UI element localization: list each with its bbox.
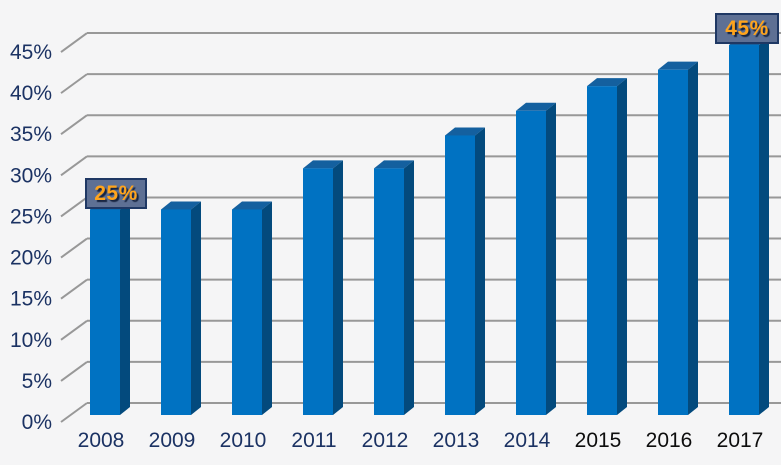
y-tick-diagonal — [60, 402, 88, 423]
bar-top-2011 — [303, 160, 343, 169]
bar-top-2013 — [445, 127, 485, 136]
x-axis-label-2012: 2012 — [362, 429, 409, 452]
y-axis-label: 25% — [10, 205, 52, 228]
y-tick-diagonal — [60, 73, 88, 94]
y-axis-label: 0% — [22, 411, 52, 434]
x-axis-label-2010: 2010 — [220, 429, 267, 452]
bar-2008 — [90, 209, 120, 415]
y-axis-label: 40% — [10, 82, 52, 105]
x-axis-label-2015: 2015 — [575, 429, 622, 452]
bar-2011 — [303, 168, 333, 415]
bar-top-2016 — [658, 61, 698, 70]
bar-side-2017 — [759, 37, 769, 415]
y-tick-diagonal — [60, 155, 88, 177]
bar-2015 — [587, 86, 617, 416]
bar-top-2010 — [232, 201, 272, 210]
y-axis-label: 20% — [10, 247, 52, 270]
bar-2010 — [232, 209, 262, 415]
x-axis-label-2008: 2008 — [78, 429, 125, 452]
y-axis-label: 10% — [10, 329, 52, 352]
y-tick-diagonal — [60, 196, 88, 218]
x-axis-label-2013: 2013 — [433, 429, 480, 452]
y-tick-diagonal — [60, 361, 88, 382]
y-tick-diagonal — [60, 278, 88, 300]
callout-45-percent: 45% — [715, 13, 779, 44]
y-tick-diagonal — [60, 114, 88, 136]
y-tick-diagonal — [60, 237, 88, 259]
y-tick-diagonal — [60, 319, 88, 341]
bar-side-2011 — [333, 160, 343, 415]
bar-2009 — [161, 209, 191, 415]
bar-side-2010 — [262, 201, 272, 415]
bar-top-2012 — [374, 160, 414, 169]
callout-45-percent-text: 45% — [725, 17, 769, 40]
y-axis-label: 15% — [10, 288, 52, 311]
bar-2016 — [658, 69, 688, 416]
callout-25-percent-text: 25% — [94, 182, 138, 205]
callout-25-percent: 25% — [85, 178, 147, 209]
bar-top-2009 — [161, 201, 201, 210]
bar-side-2009 — [191, 201, 201, 415]
bar-side-2008 — [120, 201, 130, 415]
bar-side-2014 — [546, 102, 556, 415]
bar-side-2016 — [688, 61, 698, 416]
bar-2013 — [445, 135, 475, 415]
bar-2014 — [516, 110, 546, 415]
x-axis-label-2016: 2016 — [646, 429, 693, 452]
bar-side-2015 — [617, 78, 627, 416]
x-axis-label-2017: 2017 — [717, 429, 764, 452]
bar-side-2013 — [475, 127, 485, 416]
x-axis-label-2011: 2011 — [291, 429, 336, 452]
y-axis-label: 30% — [10, 164, 52, 187]
bar-top-2015 — [587, 78, 627, 87]
x-axis-label-2009: 2009 — [149, 429, 196, 452]
x-axis-label-2014: 2014 — [504, 429, 551, 452]
y-axis-label: 5% — [22, 370, 52, 393]
y-tick-diagonal — [60, 32, 88, 53]
y-axis-label: 45% — [10, 41, 52, 64]
bar-2017 — [729, 45, 759, 415]
bar-top-2014 — [516, 102, 556, 111]
y-axis-label: 35% — [10, 123, 52, 146]
bar-side-2012 — [404, 160, 414, 415]
bar-2012 — [374, 168, 404, 415]
